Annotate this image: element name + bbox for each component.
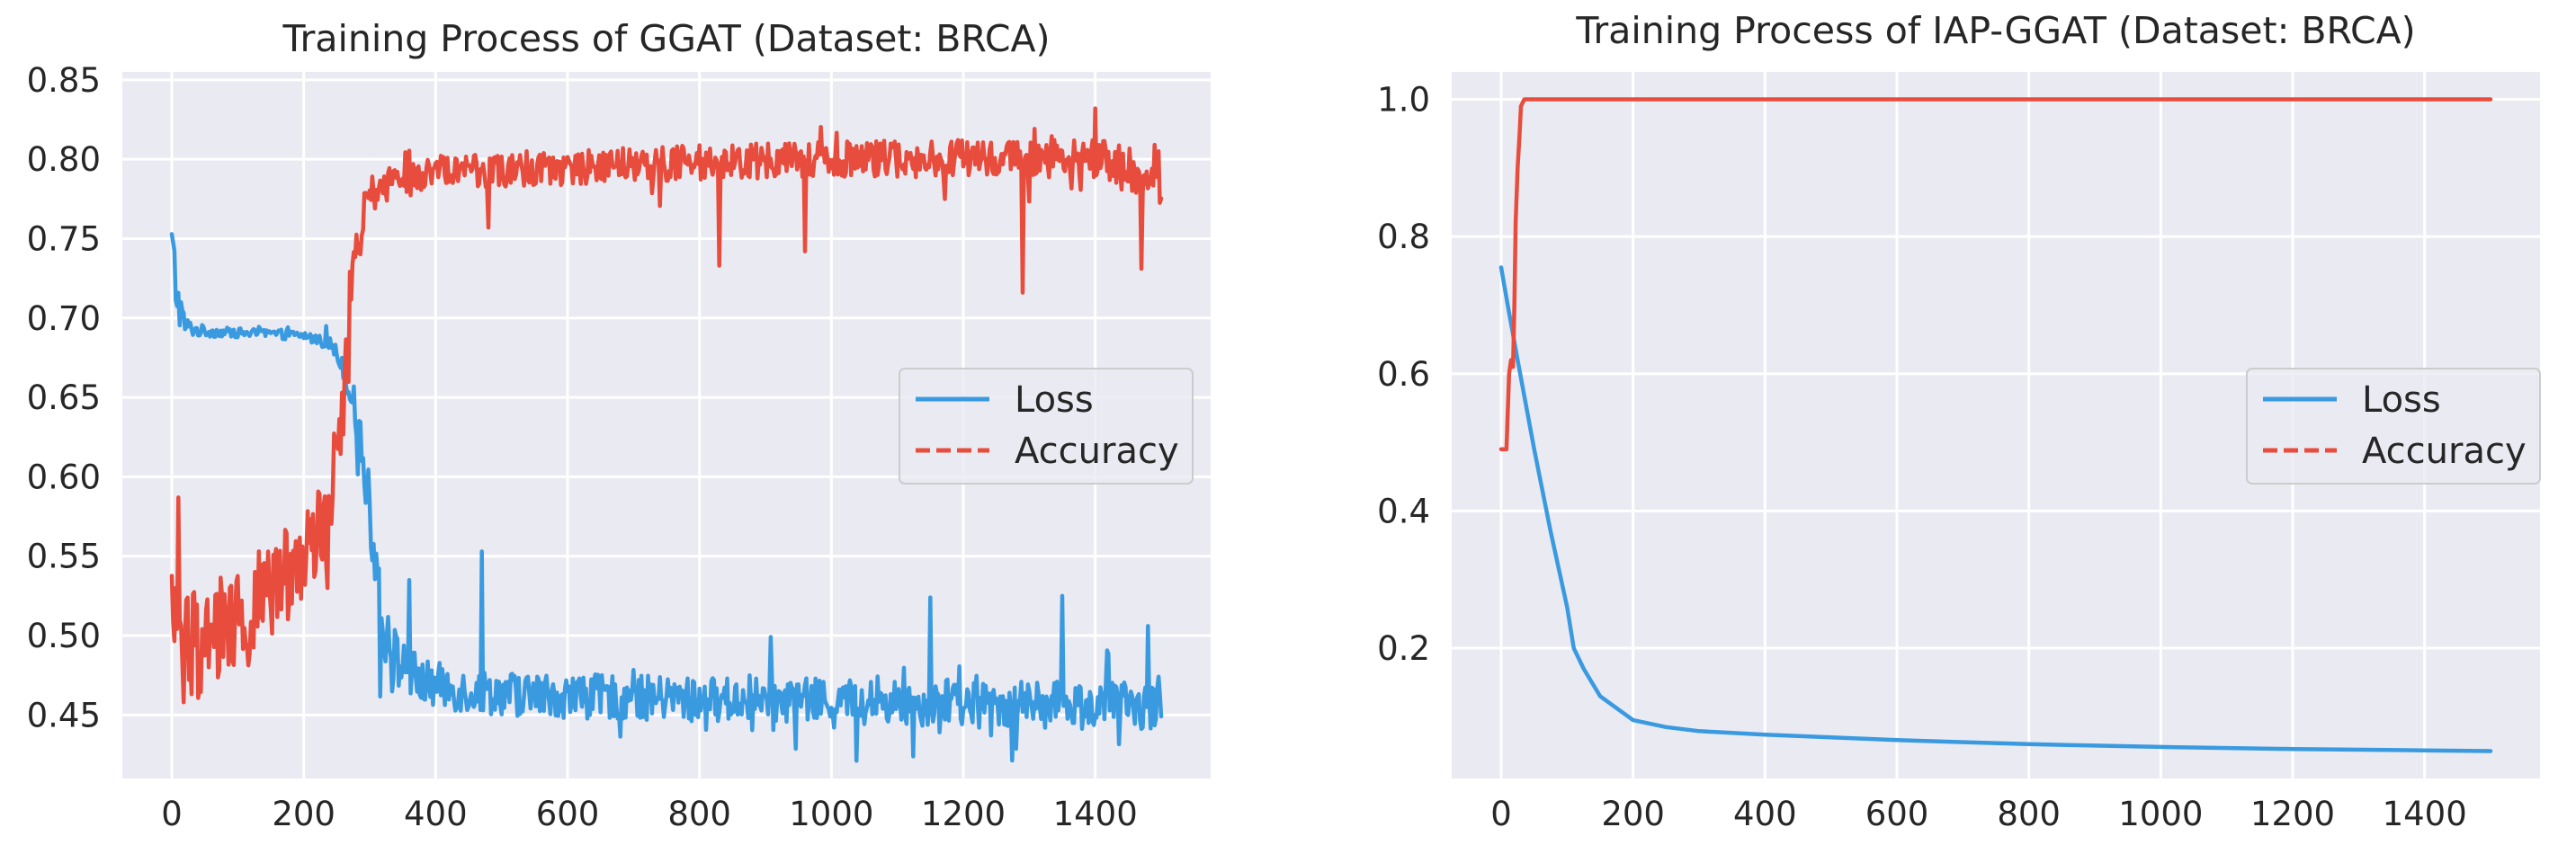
y-tick-label: 0.45 bbox=[27, 696, 101, 734]
x-tick-label: 1000 bbox=[789, 795, 873, 833]
x-tick-label: 800 bbox=[667, 795, 731, 833]
x-tick-label: 200 bbox=[272, 795, 335, 833]
legend-ggat: Loss Accuracy bbox=[899, 368, 1194, 485]
x-tick-label: 600 bbox=[536, 795, 600, 833]
x-ticks-iap-ggat: 0 200 400 600 800 1000 1200 1400 bbox=[1490, 795, 2467, 833]
y-tick-label: 0.80 bbox=[27, 140, 101, 179]
chart-iap-ggat: 0 200 400 600 800 1000 1200 1400 0.2 0.4 0.6 0.8 1.… bbox=[1377, 9, 2541, 833]
series-line-loss bbox=[1498, 265, 2493, 753]
y-tick-label: 0.2 bbox=[1377, 629, 1430, 668]
y-tick-label: 0.70 bbox=[27, 299, 101, 338]
series-line-loss bbox=[169, 232, 1164, 763]
x-tick-label: 0 bbox=[161, 795, 183, 833]
x-tick-label: 200 bbox=[1601, 795, 1665, 833]
x-tick-label: 1400 bbox=[2383, 795, 2467, 833]
y-tick-label: 0.8 bbox=[1377, 218, 1430, 256]
y-tick-label: 0.75 bbox=[27, 219, 101, 258]
legend-loss-label: Loss bbox=[2362, 379, 2441, 421]
series-iap-ggat bbox=[1498, 97, 2493, 753]
y-tick-label: 0.60 bbox=[27, 458, 101, 496]
x-tick-label: 1200 bbox=[921, 795, 1006, 833]
legend-loss-label: Loss bbox=[1015, 379, 1094, 421]
y-tick-label: 0.50 bbox=[27, 617, 101, 655]
series-ggat bbox=[169, 106, 1164, 763]
legend-accuracy-label: Accuracy bbox=[1015, 431, 1179, 472]
x-tick-label: 800 bbox=[1997, 795, 2061, 833]
x-tick-label: 1000 bbox=[2118, 795, 2203, 833]
chart-ggat: 0 200 400 600 800 1000 1200 1400 0.450.500.550.… bbox=[27, 17, 1211, 833]
y-ticks-ggat: 0.45 0.50 0.55 0.60 0.65 0.70 0.75 0.80 0.85 bbox=[27, 61, 101, 735]
x-tick-label: 1400 bbox=[1053, 795, 1138, 833]
x-tick-label: 0 bbox=[1490, 795, 1512, 833]
legend-iap-ggat: Loss Accuracy bbox=[2246, 368, 2541, 485]
grid-iap-ggat bbox=[1452, 72, 2540, 778]
series-line-accuracy bbox=[169, 106, 1164, 705]
x-tick-label: 400 bbox=[404, 795, 468, 833]
y-ticks-iap-ggat: 0.2 0.4 0.6 0.8 1.0 bbox=[1377, 81, 1430, 668]
y-tick-label: 0.6 bbox=[1377, 355, 1430, 394]
x-tick-label: 400 bbox=[1733, 795, 1797, 833]
y-tick-label: 1.0 bbox=[1377, 81, 1430, 120]
y-tick-label: 0.55 bbox=[27, 538, 101, 576]
series-line-accuracy bbox=[1498, 97, 2493, 451]
legend-accuracy-label: Accuracy bbox=[2362, 431, 2527, 472]
y-tick-label: 0.85 bbox=[27, 61, 101, 100]
x-tick-label: 600 bbox=[1865, 795, 1929, 833]
y-tick-label: 0.4 bbox=[1377, 492, 1430, 530]
x-ticks-ggat: 0 200 400 600 800 1000 1200 1400 bbox=[161, 795, 1138, 833]
grid-ggat bbox=[122, 72, 1211, 778]
x-tick-label: 1200 bbox=[2250, 795, 2335, 833]
y-tick-label: 0.65 bbox=[27, 378, 101, 417]
chart-title-ggat: Training Process of GGAT (Dataset: BRCA) bbox=[282, 17, 1050, 60]
chart-title-iap-ggat: Training Process of IAP-GGAT (Dataset: B… bbox=[1575, 9, 2415, 52]
